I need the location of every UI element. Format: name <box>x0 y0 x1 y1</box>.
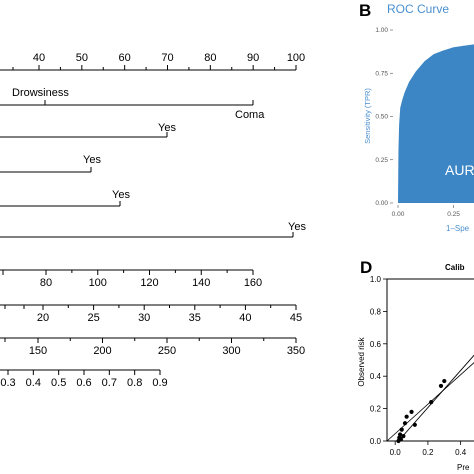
calib-point <box>401 434 406 439</box>
points-axis-tick-label: 90 <box>247 52 259 64</box>
axis-c-tick-label: 250 <box>158 345 176 357</box>
axis-c-tick-label: 150 <box>29 345 47 357</box>
calib-point <box>397 432 403 437</box>
drowsiness-label: Drowsiness <box>12 87 69 99</box>
yes-row-1: Yes <box>0 122 176 138</box>
calib-y-ticks: 1.0 0.8 0.6 0.4 0.2 0.0 <box>370 275 387 446</box>
calib-ylabel: Observed risk <box>357 336 366 386</box>
calib-point <box>398 437 404 442</box>
panel-b-letter: B <box>359 1 371 20</box>
panel-d-letter: D <box>360 258 372 277</box>
axis-b-tick-label: 20 <box>37 312 49 324</box>
roc-x-ticks: 0.00 0.25 <box>392 205 460 218</box>
calib-xtick-label: 0.4 <box>455 448 467 457</box>
calib-ytick-label: 0.2 <box>370 405 382 414</box>
roc-title: ROC Curve <box>387 2 449 16</box>
probability-axis-tick-label: 0.6 <box>76 377 91 389</box>
axis-b-tick-label: 40 <box>239 312 251 324</box>
points-axis-tick-label: 100 <box>287 52 305 64</box>
nomogram: 40 50 60 70 80 90 100 Drowsiness Coma Yes Yes … <box>0 52 306 389</box>
axis-a-tick-label: 80 <box>40 277 52 289</box>
yes-row-2: Yes <box>0 154 101 173</box>
axis-c: 150 200 250 300 350 <box>0 337 305 357</box>
axis-a-tick-label: 140 <box>192 277 210 289</box>
axis-a: 80 100 120 140 160 <box>0 269 262 289</box>
axis-c-tick-label: 350 <box>287 345 305 357</box>
axis-b-tick-label: 35 <box>189 312 201 324</box>
roc-ytick-label: 1.00 <box>375 27 388 34</box>
calib-ytick-label: 0.6 <box>370 340 382 349</box>
roc-xtick-label: 0.00 <box>392 211 405 218</box>
calib-xlabel: Pre <box>457 463 470 472</box>
calib-plot-frame <box>386 278 474 442</box>
panel-b: B ROC Curve Sensitivity (TPR) 1.00 0.75 0.… <box>359 1 474 233</box>
points-axis-tick-label: 60 <box>119 52 131 64</box>
calib-point <box>442 378 447 384</box>
axis-b-tick-label: 25 <box>87 312 99 324</box>
yes-row-3: Yes <box>0 189 130 207</box>
consciousness-row: Drowsiness Coma <box>0 87 265 121</box>
probability-axis-tick-label: 0.3 <box>0 377 15 389</box>
points-axis-tick-label: 80 <box>204 52 216 64</box>
calib-xtick-label: 0.2 <box>422 448 434 457</box>
calib-point <box>409 409 414 414</box>
roc-xtick-label: 0.25 <box>447 211 460 218</box>
axis-c-tick-label: 300 <box>222 345 240 357</box>
auc-label: AUR <box>445 162 474 178</box>
calib-point <box>404 414 409 419</box>
calib-ytick-label: 0.8 <box>370 307 382 316</box>
calib-ytick-label: 1.0 <box>370 275 382 284</box>
probability-axis: 0.3 0.4 0.5 0.6 0.7 0.8 0.9 <box>0 369 168 389</box>
calib-xtick-label: 0.0 <box>390 448 402 457</box>
roc-ytick-label: 0.00 <box>375 200 388 207</box>
probability-axis-tick-label: 0.8 <box>127 377 142 389</box>
coma-label: Coma <box>235 109 265 121</box>
axis-b: 20 25 30 35 40 45 <box>0 304 302 324</box>
calib-x-ticks: 0.0 0.2 0.4 <box>390 441 467 457</box>
axis-a-tick-label: 120 <box>140 277 158 289</box>
points-axis: 40 50 60 70 80 90 100 <box>0 52 305 71</box>
calib-title: Calib <box>445 263 465 272</box>
axis-a-tick-label: 100 <box>89 277 107 289</box>
yes-label: Yes <box>288 221 306 233</box>
roc-ytick-label: 0.50 <box>375 114 388 121</box>
calib-point <box>399 427 404 432</box>
axis-a-tick-label: 160 <box>244 277 262 289</box>
points-axis-tick-label: 70 <box>161 52 173 64</box>
calib-point <box>412 422 417 427</box>
calib-ytick-label: 0.4 <box>370 372 382 381</box>
axis-b-tick-label: 30 <box>138 312 150 324</box>
axis-c-tick-label: 200 <box>93 345 111 357</box>
probability-axis-tick-label: 0.4 <box>26 377 41 389</box>
probability-axis-tick-label: 0.5 <box>51 377 66 389</box>
calib-point <box>438 383 444 389</box>
calib-point <box>429 400 434 405</box>
roc-ylabel: Sensitivity (TPR) <box>363 88 372 144</box>
yes-label: Yes <box>83 154 101 166</box>
axis-b-tick-label: 45 <box>290 312 302 324</box>
points-axis-tick-label: 50 <box>76 52 88 64</box>
calib-ytick-label: 0.0 <box>370 437 382 446</box>
calib-point <box>402 421 408 426</box>
calib-points <box>396 378 447 444</box>
roc-xlabel: 1–Spe <box>446 224 470 233</box>
yes-label: Yes <box>158 122 176 134</box>
calib-fit-line <box>398 354 474 442</box>
yes-label: Yes <box>112 189 130 201</box>
yes-row-4: Yes <box>0 221 306 238</box>
roc-ytick-label: 0.25 <box>375 157 388 164</box>
roc-ytick-label: 0.75 <box>375 70 388 77</box>
points-axis-tick-label: 40 <box>33 52 45 64</box>
roc-y-ticks: 1.00 0.75 0.50 0.25 0.00 <box>375 27 393 207</box>
panel-d: D Calib Observed risk 1.00.80.60.40.20.0… <box>357 258 474 472</box>
probability-axis-tick-label: 0.9 <box>152 377 167 389</box>
probability-axis-tick-label: 0.7 <box>102 377 117 389</box>
roc-curve-area <box>398 44 474 203</box>
